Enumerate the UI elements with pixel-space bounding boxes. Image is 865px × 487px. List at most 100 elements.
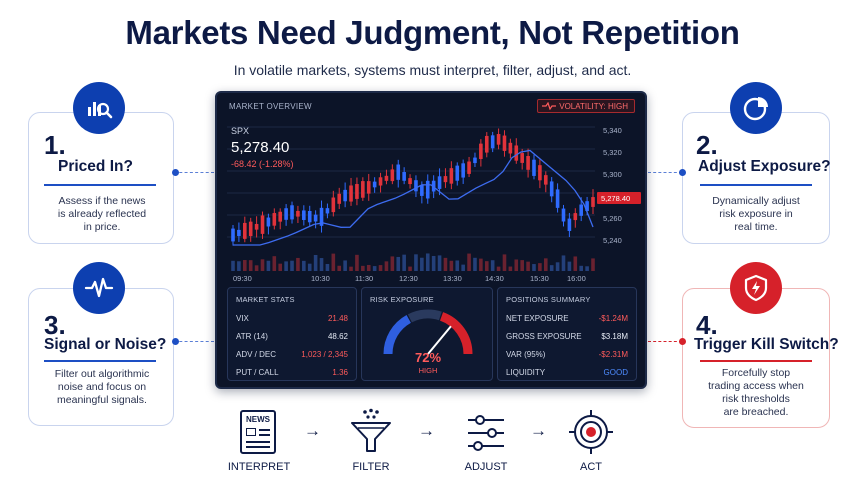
position-value: $3.18M [601, 332, 628, 341]
candle-body [461, 163, 465, 178]
candle-body [496, 134, 501, 145]
candle-body [272, 213, 277, 226]
y-tick-label: 5,320 [603, 148, 622, 157]
candle-body [284, 208, 288, 220]
volume-bar [508, 266, 513, 271]
connector-dot [172, 169, 179, 176]
x-tick-label: 11:30 [355, 274, 373, 283]
card-divider [44, 184, 156, 186]
candle-body [484, 135, 489, 153]
volume-bar [290, 260, 294, 271]
candle-body [431, 180, 436, 192]
dashboard-title: MARKET OVERVIEW [229, 102, 312, 111]
card-heading: Adjust Exposure? [698, 158, 831, 175]
candle-body [490, 135, 495, 149]
volume-bar [396, 256, 401, 271]
volume-bar [425, 253, 430, 271]
card-divider [700, 184, 812, 186]
connector-line [174, 172, 214, 173]
candle-body [325, 208, 330, 214]
candle-body [254, 223, 259, 230]
volume-bar [502, 254, 507, 271]
volume-bar [561, 255, 566, 271]
position-label: NET EXPOSURE [506, 314, 569, 323]
volume-bar [319, 258, 324, 271]
volume-bar [284, 261, 288, 271]
candle-body [372, 181, 377, 188]
card-heading: Trigger Kill Switch? [694, 336, 839, 353]
candle-body [455, 165, 460, 181]
candle-body [355, 184, 359, 199]
y-tick-label: 5,340 [603, 126, 622, 135]
volume-bar [443, 257, 448, 271]
gauge-needle [427, 325, 452, 355]
volatility-badge: VOLATILITY: HIGH [537, 99, 635, 113]
candle-body [248, 221, 253, 237]
volume-bar [349, 266, 353, 271]
card-number: 4. [696, 310, 718, 340]
candle-body [443, 176, 448, 183]
target-icon [569, 410, 613, 454]
x-tick-label: 10:30 [311, 274, 330, 283]
candle-body [538, 165, 542, 181]
volume-bar [343, 260, 347, 271]
positions-summary-panel: POSITIONS SUMMARY NET EXPOSURE -$1.24M G… [497, 287, 637, 381]
candle-body [555, 189, 560, 208]
gauge-segment-high [439, 312, 473, 355]
position-value: -$1.24M [598, 314, 628, 323]
candle-body [473, 157, 477, 164]
connector-line [648, 172, 682, 173]
x-tick-label: 13:30 [443, 274, 462, 283]
volume-bar [337, 265, 342, 271]
price-tag-label: 5,278.40 [601, 194, 630, 203]
pie-chart-icon [730, 82, 782, 134]
card-number: 2. [696, 130, 718, 160]
candle-body [384, 175, 389, 181]
panel-title: RISK EXPOSURE [370, 295, 434, 304]
candle-body [514, 145, 519, 161]
volume-bar [231, 260, 235, 271]
candle-body [337, 193, 342, 204]
candle-body [237, 229, 241, 237]
card-number: 1. [44, 130, 66, 160]
news-icon: NEWS [240, 410, 276, 454]
risk-level: HIGH [418, 366, 438, 375]
stat-value: 21.48 [327, 314, 348, 323]
volume-bar [237, 261, 241, 271]
volume-bar [473, 257, 477, 271]
connector-line [648, 341, 682, 342]
volume-bar [567, 261, 572, 271]
candle-body [573, 213, 578, 221]
volume-bar [437, 255, 442, 271]
volume-bar [266, 260, 271, 271]
volume-bar [302, 260, 306, 271]
price-chart: 5,340 5,320 5,300 5,260 5,240 5,278.40 09:30 10… [227, 126, 641, 283]
stat-value: 1.36 [332, 368, 348, 377]
stat-label: ADV / DEC [236, 350, 277, 359]
candle-body [414, 180, 418, 192]
volume-bar [520, 260, 524, 271]
volume-bar [591, 258, 595, 271]
page-title: Markets Need Judgment, Not Repetition [125, 14, 740, 51]
connector-dot [679, 338, 686, 345]
candle-body [366, 181, 371, 194]
volume-bar [455, 260, 460, 271]
candle-body [408, 178, 412, 185]
candle-body [591, 197, 595, 207]
page-subtitle: In volatile markets, systems must interp… [233, 62, 632, 78]
funnel-icon [351, 408, 391, 452]
card-body: Forcefully stop trading access when risk t… [708, 367, 804, 418]
stat-label: PUT / CALL [236, 368, 279, 377]
candle-body [479, 143, 483, 159]
candle-body [532, 159, 536, 176]
connector-dot [172, 338, 179, 345]
x-tick-label: 16:00 [567, 274, 586, 283]
candle-body [296, 210, 300, 217]
volume-bar [361, 265, 365, 271]
candle-body [343, 189, 347, 202]
stat-label: VIX [236, 314, 249, 323]
stat-value: 48.62 [327, 332, 348, 341]
candle-body [420, 185, 424, 196]
volume-bar [579, 265, 583, 271]
candle-body [567, 218, 572, 231]
